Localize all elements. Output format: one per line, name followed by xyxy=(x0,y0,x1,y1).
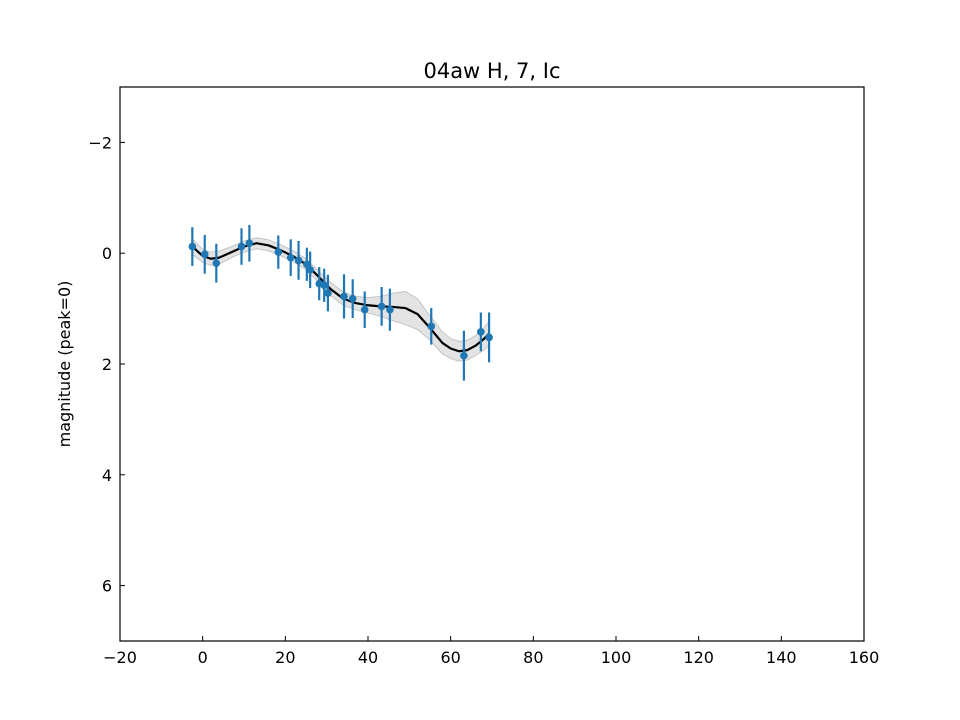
data-point xyxy=(477,328,485,336)
data-point xyxy=(320,281,328,290)
data-point xyxy=(427,322,436,331)
y-tick-label: −2 xyxy=(88,133,112,152)
x-tick-label: 80 xyxy=(523,648,543,667)
data-point xyxy=(294,256,303,265)
fit-line xyxy=(191,242,490,353)
data-point xyxy=(274,248,283,256)
x-tick-label: 120 xyxy=(683,648,714,667)
data-point xyxy=(212,259,221,267)
data-point xyxy=(306,266,314,274)
y-tick-label: 4 xyxy=(102,466,112,485)
chart-title: 04aw H, 7, Ic xyxy=(423,59,560,83)
data-point xyxy=(188,242,197,251)
x-tick-label: 140 xyxy=(766,648,797,667)
data-point xyxy=(485,333,493,342)
data-point xyxy=(340,292,348,301)
data-point xyxy=(377,302,386,311)
x-axis: −20 0 20 40 60 80 100 120 140 160 xyxy=(103,636,879,667)
x-tick-label: 0 xyxy=(198,648,208,667)
x-tick-label: 160 xyxy=(849,648,880,667)
x-tick-label: 40 xyxy=(358,648,378,667)
y-axis: −2 0 2 4 6 xyxy=(88,133,125,596)
x-tick-label: −20 xyxy=(103,648,137,667)
data-point xyxy=(360,305,369,314)
y-axis-label: magnitude (peak=0) xyxy=(55,281,74,448)
data-point xyxy=(237,242,246,251)
data-point xyxy=(324,289,332,297)
data-point xyxy=(386,305,394,314)
y-tick-label: 6 xyxy=(102,577,112,596)
y-tick-label: 0 xyxy=(102,244,112,263)
x-tick-label: 60 xyxy=(440,648,460,667)
plot-area xyxy=(188,224,493,381)
data-point xyxy=(245,239,254,248)
data-point xyxy=(200,250,209,259)
data-point xyxy=(286,253,295,262)
y-tick-label: 2 xyxy=(102,355,112,374)
data-point xyxy=(348,294,357,303)
x-tick-label: 100 xyxy=(601,648,632,667)
data-point xyxy=(303,260,311,269)
data-point xyxy=(460,351,468,360)
x-tick-label: 20 xyxy=(275,648,295,667)
